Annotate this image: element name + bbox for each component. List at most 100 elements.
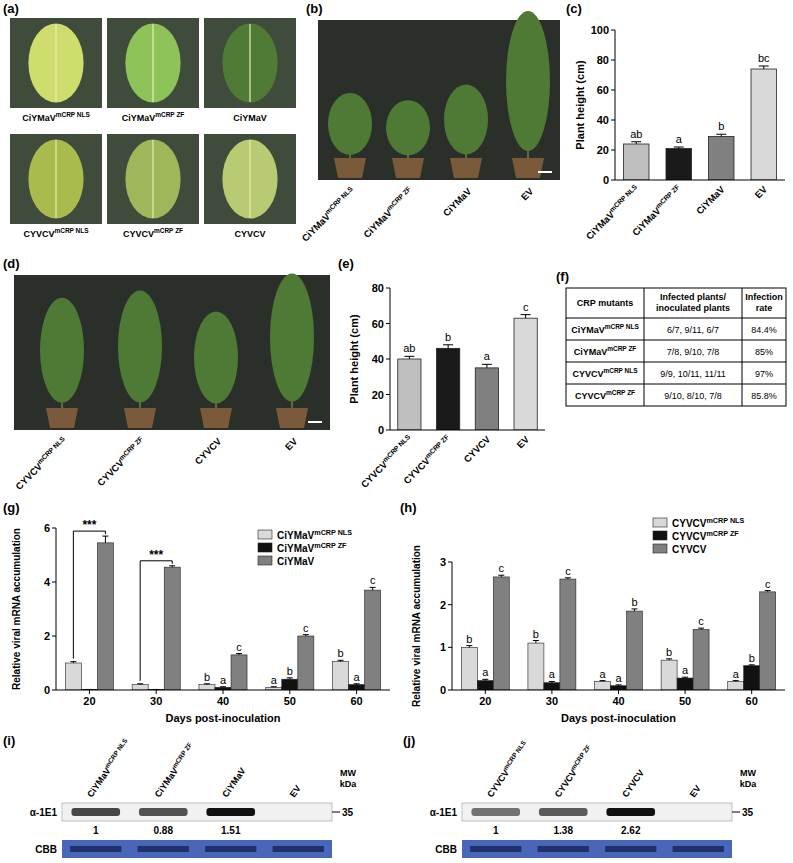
photo bbox=[107, 18, 199, 108]
y-tick-label: 0 bbox=[44, 684, 50, 696]
mw-marker: 35 bbox=[742, 807, 754, 818]
error-bar bbox=[631, 142, 641, 144]
superscript: mCRP NLS bbox=[54, 227, 89, 234]
bar bbox=[65, 663, 81, 690]
y-tick bbox=[611, 120, 615, 121]
panel-letter: (a) bbox=[3, 1, 19, 16]
superscript: mCRP NLS bbox=[608, 183, 639, 214]
bar bbox=[132, 685, 148, 690]
superscript: mCRP ZF bbox=[118, 435, 144, 461]
table-cell: 9/9, 10/11, 11/11 bbox=[660, 369, 726, 379]
text-line: MW bbox=[740, 768, 756, 778]
significance-letter: a bbox=[484, 350, 491, 362]
y-tick bbox=[386, 323, 390, 324]
loading-label: CBB bbox=[35, 844, 57, 855]
table-cell: 9/10, 8/10, 7/8 bbox=[664, 391, 722, 401]
significance-letter: c bbox=[523, 301, 529, 313]
x-tick-label: 20 bbox=[479, 695, 491, 707]
leaf-midrib bbox=[55, 24, 56, 102]
table-rule bbox=[566, 340, 786, 341]
y-tick bbox=[611, 180, 615, 181]
table-cell: 85% bbox=[755, 347, 773, 357]
bar bbox=[624, 144, 650, 180]
y-tick-label: 20 bbox=[597, 144, 609, 156]
protein-band bbox=[71, 808, 120, 816]
y-tick-label: 2 bbox=[440, 599, 446, 611]
error-bar bbox=[370, 587, 376, 590]
antibody-label: α-1E1 bbox=[430, 807, 458, 818]
bar bbox=[544, 683, 560, 690]
photo-panel: (b)CiYMaVmCRP NLSCiYMaVmCRP ZFCiYMaVEV bbox=[299, 1, 560, 244]
error-bar bbox=[303, 635, 309, 636]
y-axis-title: Plant height (cm) bbox=[348, 314, 360, 404]
bars bbox=[398, 315, 538, 430]
leaf-midrib bbox=[249, 24, 250, 102]
bars bbox=[624, 66, 777, 180]
y-tick bbox=[611, 90, 615, 91]
legend-label: CYVCV bbox=[672, 544, 707, 555]
x-axis bbox=[452, 690, 785, 691]
significance-letter: b bbox=[204, 671, 210, 683]
pot bbox=[450, 158, 482, 178]
y-tick-label: 40 bbox=[372, 353, 384, 365]
x-axis bbox=[390, 430, 545, 431]
grouped-bar-chart: 2030405060bababaccc******Days post-inocu… bbox=[3, 500, 390, 724]
photo-caption: CYVCVmCRP ZF bbox=[94, 435, 147, 488]
error-bar bbox=[482, 679, 488, 680]
y-axis bbox=[615, 30, 616, 180]
x-axis bbox=[56, 690, 390, 691]
bar bbox=[493, 577, 509, 690]
leaf bbox=[28, 139, 83, 218]
pot bbox=[124, 408, 156, 428]
mw-label: MWkDa bbox=[740, 768, 758, 789]
legend-label: CiYMaV bbox=[277, 556, 315, 567]
pot bbox=[46, 408, 78, 428]
superscript: mCRP NLS bbox=[324, 185, 355, 216]
y-tick bbox=[52, 528, 56, 529]
table-header: CRP mutants bbox=[577, 298, 633, 308]
superscript: mCRP NLS bbox=[56, 111, 91, 118]
error-bar bbox=[354, 683, 360, 685]
y-tick-label: 0 bbox=[440, 684, 446, 696]
bars bbox=[461, 575, 775, 690]
significance-bracket bbox=[140, 561, 172, 681]
base-text: CiYMaV bbox=[22, 113, 56, 123]
lane-label: CiYMaV bbox=[220, 766, 247, 799]
photo bbox=[204, 134, 296, 224]
western-blot: (i)CiYMaVmCRP NLS1CiYMaVmCRP ZF0.88CiYMa… bbox=[3, 733, 357, 858]
figure: (a)CiYMaVmCRP NLSCiYMaVmCRP ZFCiYMaVCYVC… bbox=[0, 0, 793, 863]
x-tick bbox=[618, 690, 619, 694]
error-bar bbox=[404, 356, 414, 359]
superscript: mCRP ZF bbox=[569, 743, 591, 771]
bar bbox=[333, 662, 349, 690]
band-quantity: 0.88 bbox=[154, 825, 174, 836]
superscript: mCRP NLS bbox=[381, 433, 412, 464]
y-tick bbox=[448, 690, 452, 691]
mw-label: MWkDa bbox=[340, 768, 358, 789]
cbb-band bbox=[273, 846, 324, 852]
bar bbox=[437, 348, 460, 430]
legend: CiYMaVmCRP NLSCiYMaVmCRP ZFCiYMaV bbox=[258, 528, 352, 567]
photo-caption: CiYMaV bbox=[441, 185, 474, 218]
superscript: mCRP ZF bbox=[424, 433, 450, 459]
band-quantity: 1 bbox=[93, 825, 99, 836]
bar bbox=[744, 666, 760, 690]
protein-band bbox=[139, 808, 188, 816]
table-cell: 7/8, 9/10, 7/8 bbox=[667, 347, 720, 357]
superscript: mCRP NLS bbox=[603, 367, 638, 374]
foliage bbox=[270, 274, 314, 402]
base-text: CYVCV bbox=[672, 518, 707, 529]
text-line: kDa bbox=[740, 779, 758, 789]
error-bar bbox=[204, 683, 210, 685]
text-line: CRP mutants bbox=[577, 298, 633, 308]
significance-letter: bc bbox=[758, 52, 770, 64]
photo-caption: CiYMaVmCRP NLS bbox=[299, 185, 358, 244]
bar bbox=[97, 543, 113, 690]
mw-tick bbox=[732, 812, 740, 813]
cbb-gel bbox=[462, 840, 732, 858]
significance-letter: c bbox=[303, 622, 309, 634]
y-tick-label: 0 bbox=[378, 424, 384, 436]
table-cell: CiYMaVmCRP ZF bbox=[574, 345, 637, 357]
legend: CYVCVmCRP NLSCYVCVmCRP ZFCYVCV bbox=[653, 516, 744, 555]
significance-letter: b bbox=[718, 120, 724, 132]
